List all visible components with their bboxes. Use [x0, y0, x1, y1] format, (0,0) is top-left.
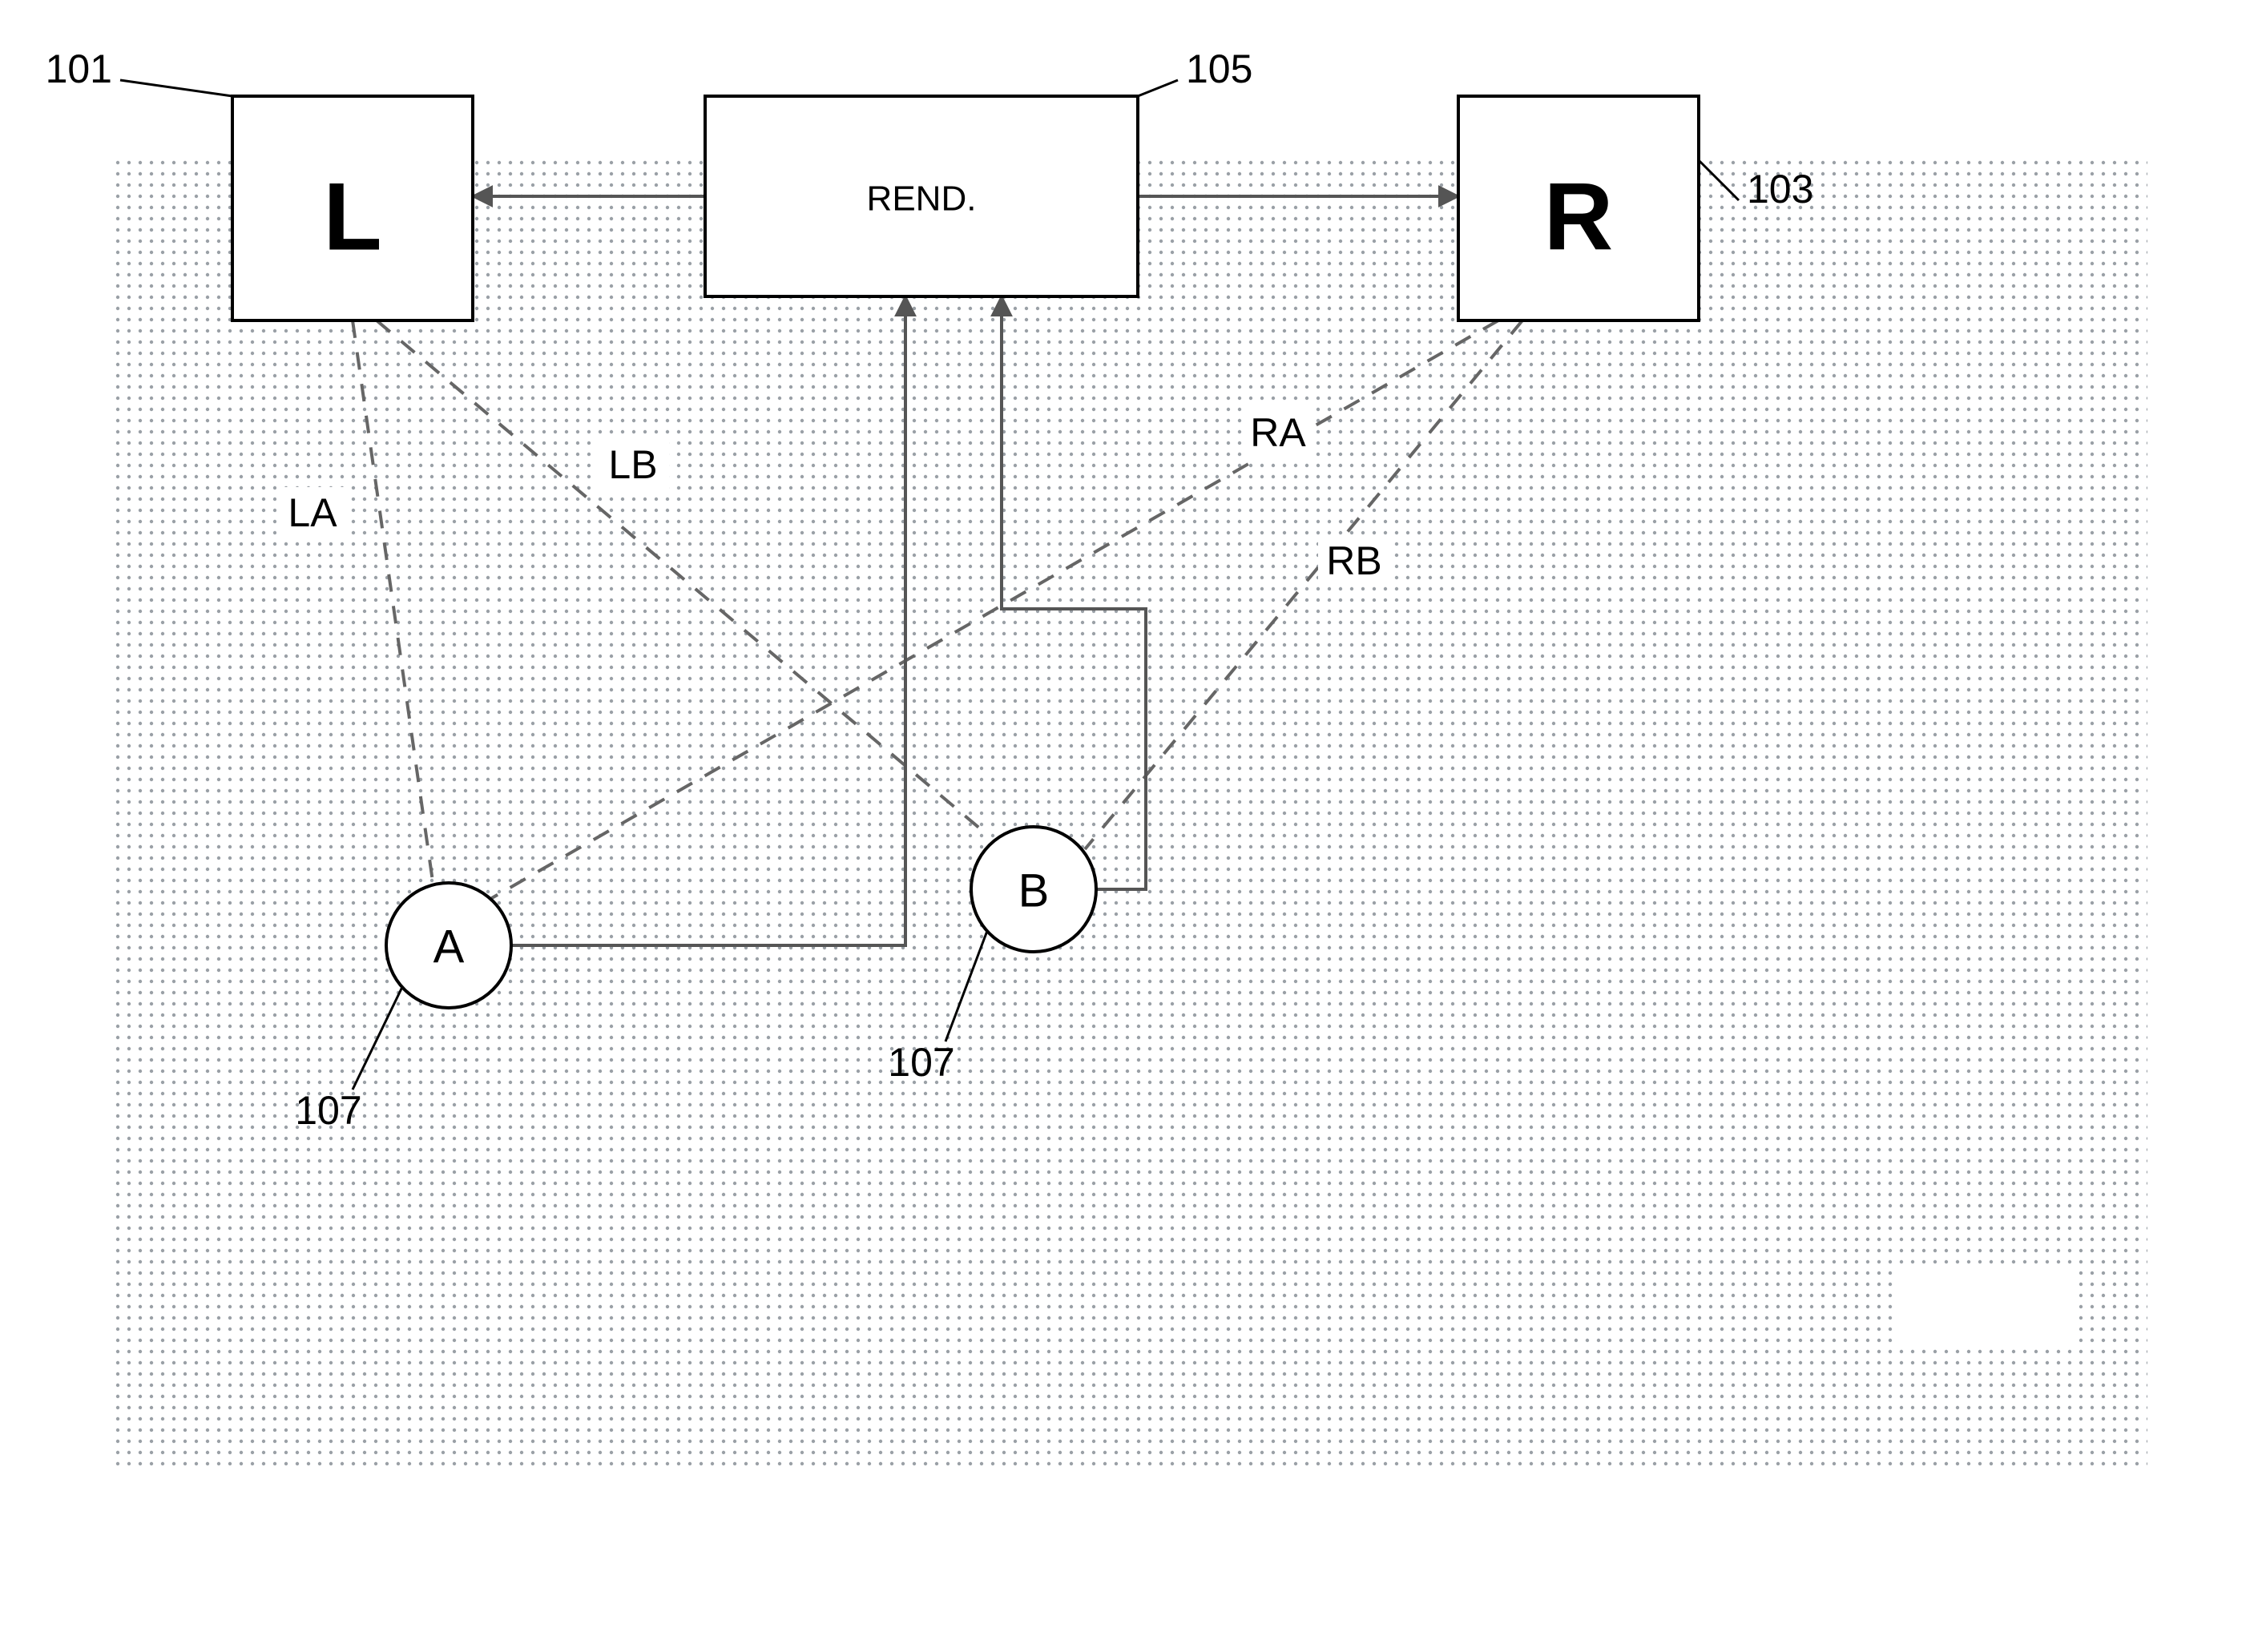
- block-l-label: L: [323, 163, 381, 271]
- block-r-label: R: [1544, 163, 1614, 271]
- ref-107-a: 107: [295, 1088, 361, 1133]
- ref-103: 103: [1747, 167, 1813, 212]
- label-RA: RA: [1250, 410, 1306, 455]
- ref-101: 101: [46, 46, 112, 91]
- ref-105: 105: [1186, 46, 1252, 91]
- node-a-label: A: [433, 921, 465, 973]
- node-b-label: B: [1018, 864, 1050, 917]
- ref-leader-105: [1138, 80, 1178, 96]
- block-rend-label: REND.: [867, 179, 977, 219]
- label-RB: RB: [1326, 538, 1381, 583]
- label-LB: LB: [608, 442, 657, 487]
- figure-number-box: [1899, 1266, 2075, 1346]
- ref-107-b: 107: [888, 1040, 954, 1085]
- ref-leader-101: [120, 80, 232, 96]
- label-LA: LA: [288, 490, 337, 535]
